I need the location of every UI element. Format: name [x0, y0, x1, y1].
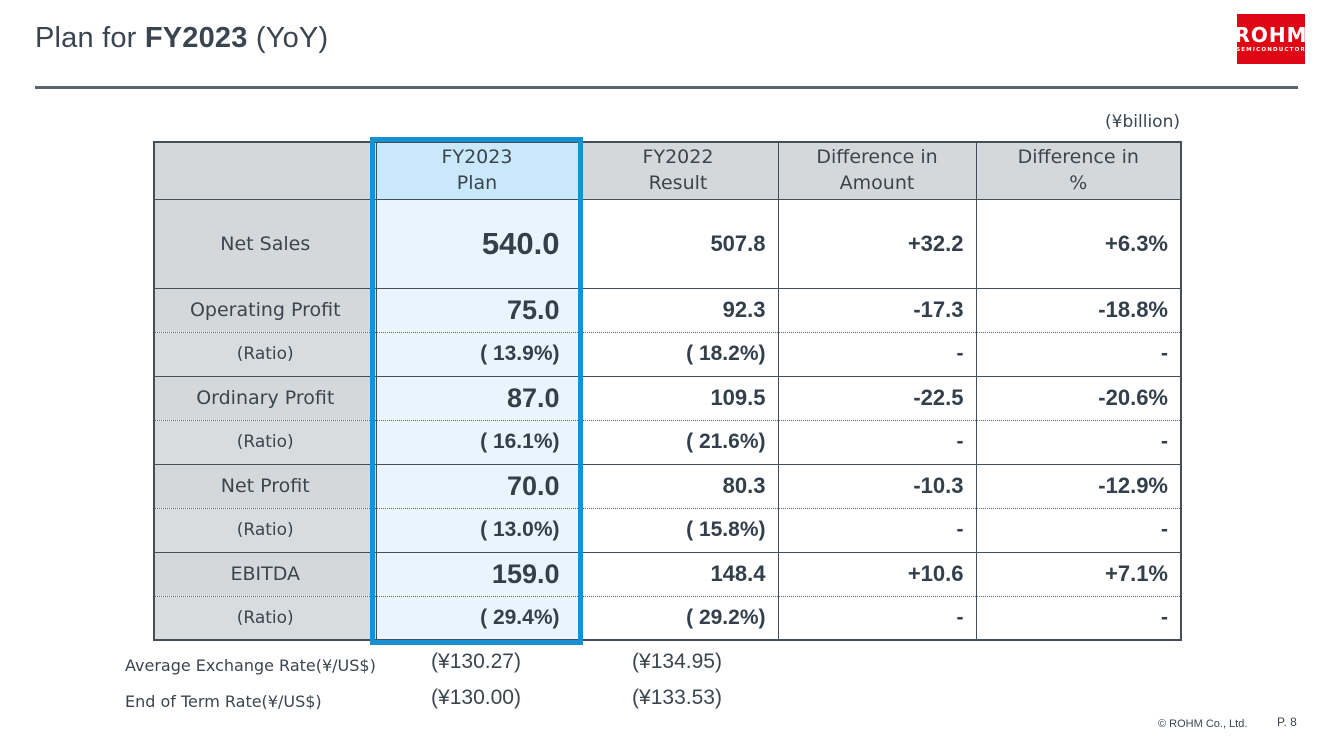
net-sales-diff-pct: +6.3%: [975, 199, 1182, 288]
operating-profit-ratio-plan: ( 13.9%): [375, 332, 579, 376]
net-profit-ratio-result: ( 15.8%): [577, 508, 779, 552]
table-row-net-profit-ratio: (Ratio) ( 13.0%) ( 15.8%) - -: [153, 508, 1182, 552]
end-of-term-rate-fy2022: (¥133.53): [632, 686, 722, 709]
row-label: Net Profit: [153, 464, 377, 508]
title-prefix: Plan for: [35, 22, 145, 54]
rohm-logo: ROHM SEMICONDUCTOR: [1234, 14, 1308, 64]
average-exchange-rate-label: Average Exchange Rate(¥/US$): [125, 656, 376, 675]
end-of-term-rate-row: End of Term Rate(¥/US$) (¥130.00) (¥133.…: [0, 684, 1333, 716]
column-header-difference-amount: Difference in Amount: [777, 142, 977, 200]
operating-profit-diff-pct: -18.8%: [975, 288, 1182, 332]
ordinary-profit-ratio-diff-pct: -: [975, 420, 1182, 464]
ordinary-profit-plan-value: 87.0: [375, 376, 579, 420]
ebitda-ratio-diff-amount: -: [777, 596, 977, 640]
column-header-fy2023-plan: FY2023 Plan: [375, 142, 579, 200]
net-sales-plan-value: 540.0: [375, 199, 579, 288]
net-profit-diff-pct: -12.9%: [975, 464, 1182, 508]
table-row-ordinary-profit: Ordinary Profit 87.0 109.5 -22.5 -20.6%: [153, 376, 1182, 420]
table-row-ebitda-ratio: (Ratio) ( 29.4%) ( 29.2%) - -: [153, 596, 1182, 640]
ebitda-ratio-diff-pct: -: [975, 596, 1182, 640]
table-row-net-profit: Net Profit 70.0 80.3 -10.3 -12.9%: [153, 464, 1182, 508]
net-profit-result-value: 80.3: [577, 464, 779, 508]
operating-profit-ratio-diff-pct: -: [975, 332, 1182, 376]
row-label: Net Sales: [153, 199, 377, 288]
row-label: EBITDA: [153, 552, 377, 596]
ordinary-profit-ratio-result: ( 21.6%): [577, 420, 779, 464]
operating-profit-plan-value: 75.0: [375, 288, 579, 332]
ebitda-plan-value: 159.0: [375, 552, 579, 596]
column-header-difference-pct: Difference in%: [975, 142, 1182, 200]
row-label: (Ratio): [153, 508, 377, 552]
title-underline: [35, 86, 1298, 89]
net-profit-ratio-diff-amount: -: [777, 508, 977, 552]
table-row-net-sales: Net Sales 540.0 507.8 +32.2 +6.3%: [153, 199, 1182, 288]
operating-profit-diff-amount: -17.3: [777, 288, 977, 332]
ordinary-profit-ratio-plan: ( 16.1%): [375, 420, 579, 464]
row-label: Ordinary Profit: [153, 376, 377, 420]
table-row-ordinary-profit-ratio: (Ratio) ( 16.1%) ( 21.6%) - -: [153, 420, 1182, 464]
table-row-ebitda: EBITDA 159.0 148.4 +10.6 +7.1%: [153, 552, 1182, 596]
net-profit-plan-value: 70.0: [375, 464, 579, 508]
average-exchange-rate-fy2023: (¥130.27): [431, 650, 521, 673]
row-label: (Ratio): [153, 332, 377, 376]
net-sales-result-value: 507.8: [577, 199, 779, 288]
operating-profit-ratio-result: ( 18.2%): [577, 332, 779, 376]
net-profit-ratio-plan: ( 13.0%): [375, 508, 579, 552]
rohm-logo-subtext: SEMICONDUCTOR: [1236, 47, 1306, 53]
ordinary-profit-ratio-diff-amount: -: [777, 420, 977, 464]
ebitda-diff-pct: +7.1%: [975, 552, 1182, 596]
operating-profit-ratio-diff-amount: -: [777, 332, 977, 376]
title-suffix: (YoY): [247, 22, 329, 54]
title-emphasis: FY2023: [144, 22, 248, 54]
net-profit-ratio-diff-pct: -: [975, 508, 1182, 552]
net-sales-diff-amount: +32.2: [777, 199, 977, 288]
page-title: Plan for FY2023 (YoY): [35, 22, 328, 55]
rohm-logo-wordmark: ROHM: [1234, 23, 1308, 47]
end-of-term-rate-label: End of Term Rate(¥/US$): [125, 692, 322, 711]
ebitda-result-value: 148.4: [577, 552, 779, 596]
row-label: Operating Profit: [153, 288, 377, 332]
financial-table: FY2023 Plan FY2022 Result Difference in Amo…: [153, 141, 1182, 641]
average-exchange-rate-row: Average Exchange Rate(¥/US$) (¥130.27) (…: [0, 648, 1333, 680]
row-label: (Ratio): [153, 596, 377, 640]
average-exchange-rate-fy2022: (¥134.95): [632, 650, 722, 673]
ebitda-diff-amount: +10.6: [777, 552, 977, 596]
table-row-operating-profit-ratio: (Ratio) ( 13.9%) ( 18.2%) - -: [153, 332, 1182, 376]
ordinary-profit-diff-amount: -22.5: [777, 376, 977, 420]
ebitda-ratio-plan: ( 29.4%): [375, 596, 579, 640]
operating-profit-result-value: 92.3: [577, 288, 779, 332]
footer-page-number: P. 8: [1277, 715, 1297, 729]
ordinary-profit-diff-pct: -20.6%: [975, 376, 1182, 420]
row-label: (Ratio): [153, 420, 377, 464]
net-profit-diff-amount: -10.3: [777, 464, 977, 508]
table-row-operating-profit: Operating Profit 75.0 92.3 -17.3 -18.8%: [153, 288, 1182, 332]
table-header-row: FY2023 Plan FY2022 Result Difference in Amo…: [153, 142, 1182, 200]
unit-label: (¥billion): [1105, 112, 1180, 132]
ordinary-profit-result-value: 109.5: [577, 376, 779, 420]
column-header-blank: [153, 142, 377, 200]
footer-copyright: © ROHM Co., Ltd.: [1158, 718, 1248, 730]
column-header-fy2022-result: FY2022 Result: [577, 142, 779, 200]
end-of-term-rate-fy2023: (¥130.00): [431, 686, 521, 709]
ebitda-ratio-result: ( 29.2%): [577, 596, 779, 640]
